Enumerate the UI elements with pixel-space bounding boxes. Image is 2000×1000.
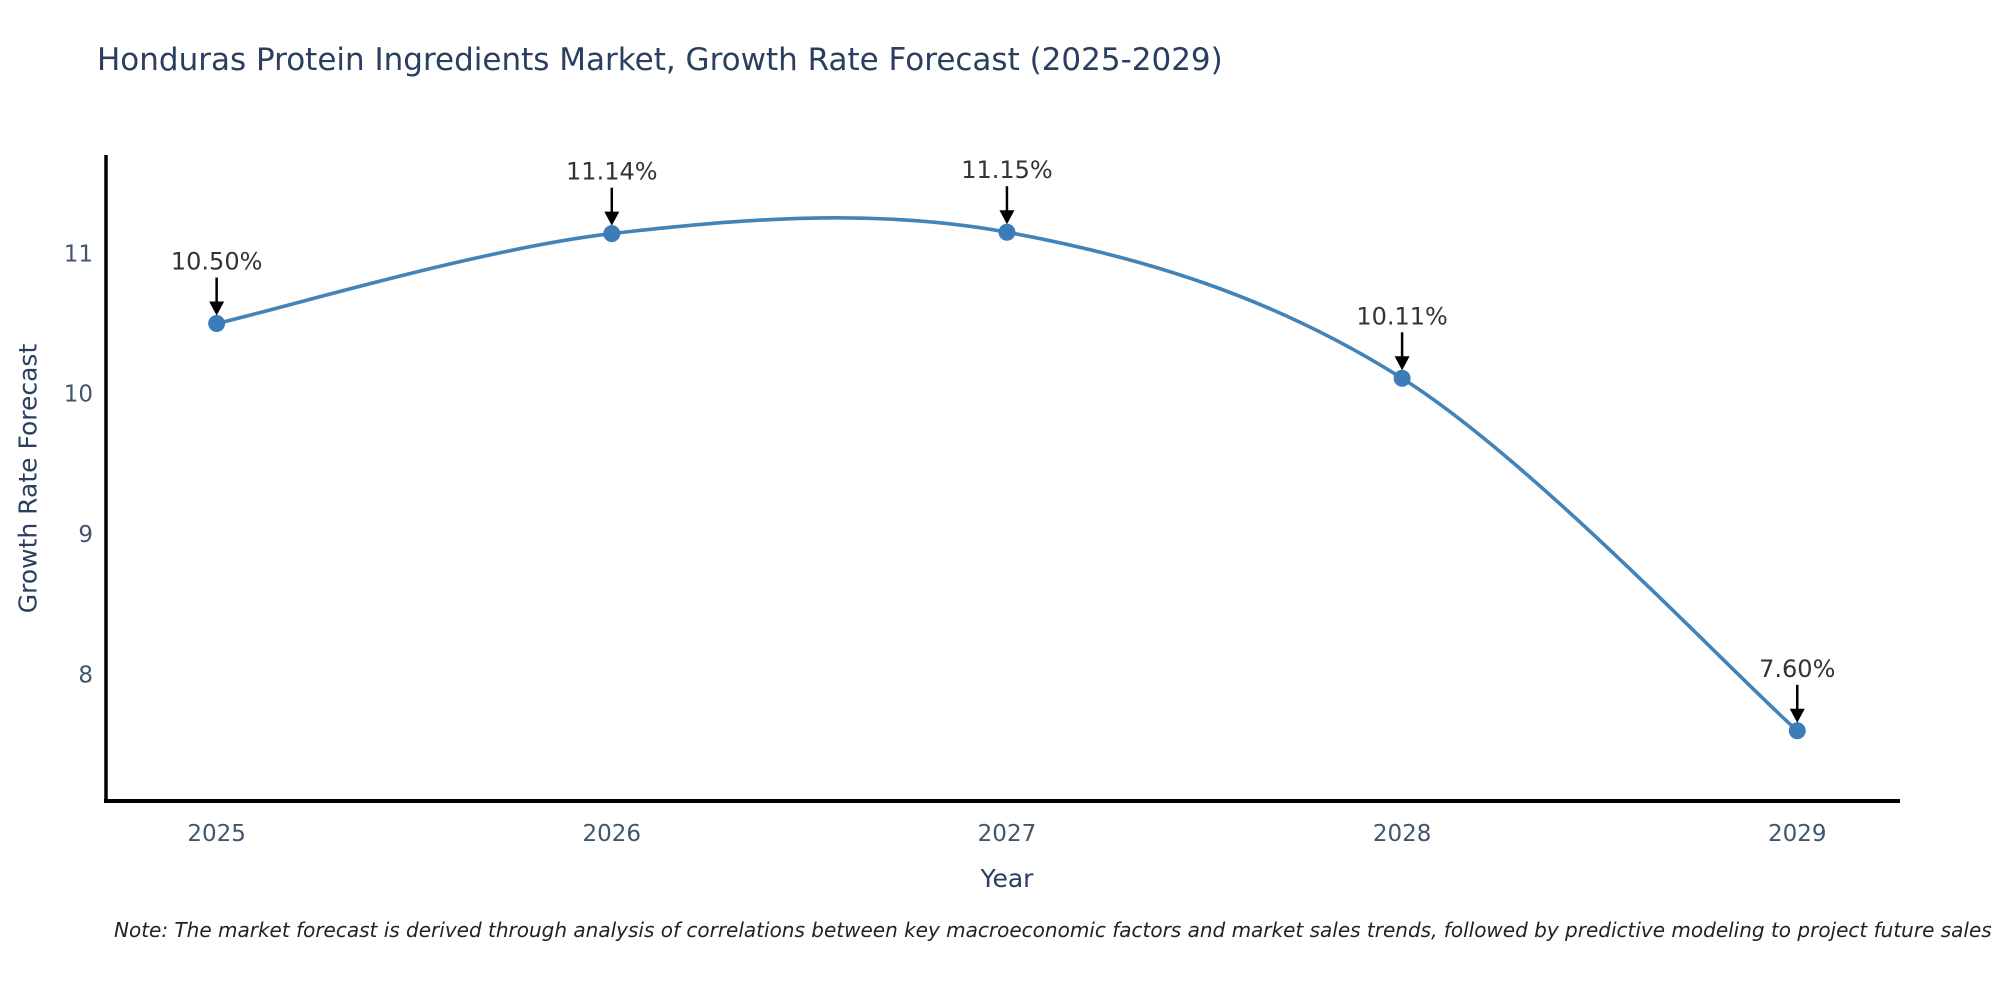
annotation-arrowhead-icon [604,211,620,226]
annotation-arrowhead-icon [1394,356,1410,371]
annotation-arrowhead-icon [1789,708,1805,723]
chart-title: Honduras Protein Ingredients Market, Gro… [97,42,1223,78]
x-tick-label: 2028 [1373,821,1432,847]
annotation-arrowhead-icon [999,210,1015,225]
annotation-arrowhead-icon [209,301,225,316]
data-point-marker [1393,369,1411,387]
y-tick-label: 9 [78,522,93,548]
y-tick-label: 8 [78,663,93,689]
y-tick-label: 11 [64,241,93,267]
forecast-line [216,216,1799,733]
footnote: Note: The market forecast is derived thr… [114,918,1992,942]
data-point-label: 10.11% [1356,302,1448,330]
x-tick-label: 2027 [978,821,1037,847]
data-point-marker [603,225,621,243]
x-axis-title: Year [980,864,1034,893]
x-tick-label: 2026 [583,821,642,847]
data-point-marker [1788,722,1806,740]
data-point-label: 11.14% [566,158,658,186]
x-tick-label: 2025 [187,821,246,847]
data-point-label: 10.50% [171,248,263,276]
data-point-marker [998,223,1016,241]
data-point-marker [208,315,226,333]
data-point-label: 11.15% [961,156,1053,184]
x-tick-label: 2029 [1768,821,1827,847]
data-point-label: 7.60% [1759,655,1835,683]
y-tick-label: 10 [64,382,93,408]
